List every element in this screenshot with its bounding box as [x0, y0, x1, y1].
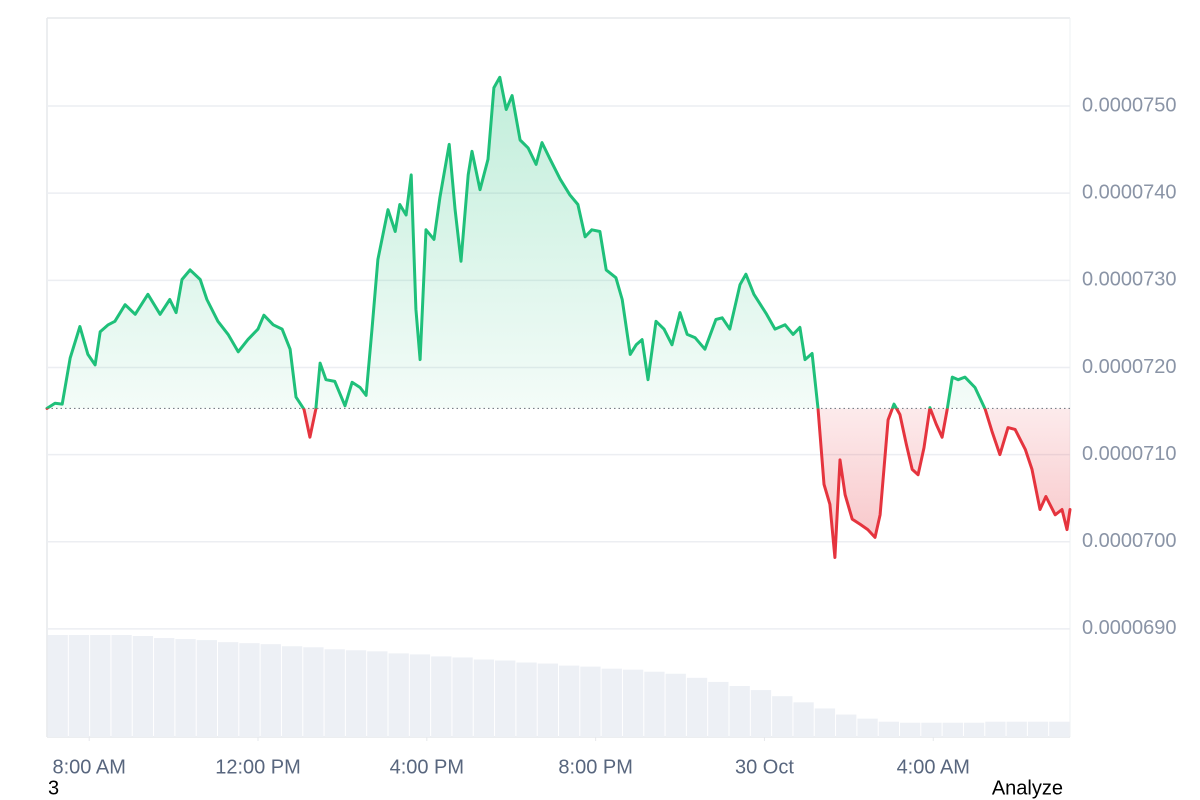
y-tick-label: 0.0000740 [1082, 181, 1177, 203]
volume-bar [963, 722, 985, 737]
volume-bar [303, 647, 324, 737]
volume-bar [1006, 721, 1027, 737]
volume-bar [622, 669, 644, 737]
volume-bar [218, 642, 239, 737]
volume-bar [367, 651, 388, 737]
y-tick-label: 0.0000720 [1082, 356, 1177, 378]
volume-bar [814, 708, 836, 737]
volume-bar [260, 644, 281, 737]
volume-bar [90, 635, 111, 737]
plot-frame [46, 17, 1071, 738]
volume-bar [857, 718, 878, 737]
volume-bar [111, 635, 132, 737]
x-tick-label: 4:00 PM [390, 756, 464, 778]
y-tick-label: 0.0000710 [1082, 443, 1177, 465]
x-tick-label: 8:00 PM [558, 756, 632, 778]
volume-bar [686, 677, 708, 737]
volume-bar [47, 635, 68, 737]
volume-bar [601, 668, 622, 737]
volume-bar [644, 671, 665, 737]
volume-bar [452, 657, 473, 737]
volume-bar [750, 690, 772, 737]
volume-bar [132, 636, 154, 737]
volume-bar [281, 646, 303, 737]
volume-bar [68, 635, 90, 737]
x-tick-label: 4:00 AM [897, 756, 970, 778]
volume-bar [537, 663, 558, 737]
volume-bar [900, 722, 921, 737]
price-line [45, 75, 1072, 559]
y-tick-label: 0.0000730 [1082, 269, 1177, 291]
volume-bar [324, 649, 345, 737]
volume-bar [239, 643, 260, 737]
volume-bar [431, 656, 452, 737]
volume-bar [665, 673, 686, 737]
volume-bar [388, 653, 409, 737]
volume-bar [708, 681, 729, 737]
volume-bar [580, 666, 601, 737]
volume-bar [516, 662, 537, 737]
price-area [47, 77, 1070, 558]
volume-bar [985, 721, 1006, 737]
volume-bar [942, 722, 963, 737]
footer-left: 3 [48, 777, 59, 799]
analyze-button[interactable]: Analyze [992, 777, 1063, 799]
volume-bar [878, 721, 899, 737]
y-tick-label: 0.0000690 [1082, 617, 1177, 639]
volume-bar [793, 702, 814, 737]
y-tick-label: 0.0000700 [1082, 530, 1177, 552]
x-tick-label: 30 Oct [735, 756, 794, 778]
volume-bar [175, 639, 196, 737]
volume-bar [409, 654, 431, 737]
volume-bar [772, 696, 793, 737]
x-tick-label: 12:00 PM [215, 756, 301, 778]
volume-bar [836, 714, 857, 737]
volume-bar [473, 659, 495, 737]
volume-bar [495, 660, 516, 737]
volume-bar [196, 640, 217, 737]
volume-bar [1027, 721, 1049, 737]
volume-bar [559, 665, 580, 737]
volume-bar [729, 686, 750, 737]
volume-bar [1049, 721, 1070, 737]
y-tick-label: 0.0000750 [1082, 94, 1177, 116]
volume-bar [345, 650, 367, 737]
x-tick-label: 8:00 AM [53, 756, 126, 778]
volume-bar [154, 638, 175, 737]
volume-bar [921, 722, 942, 737]
